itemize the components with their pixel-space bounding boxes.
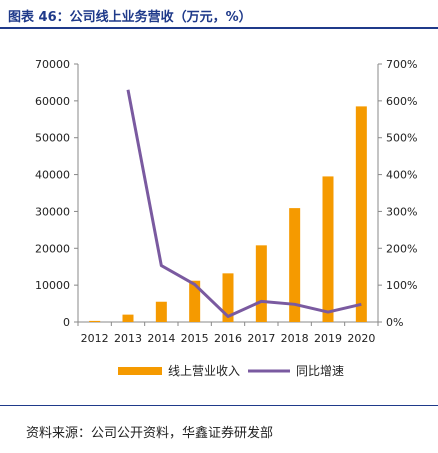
bar-2013 xyxy=(122,314,134,322)
left-tick-label: 10000 xyxy=(35,279,70,292)
axes: 0 10000 20000 30000 40000 50000 60000 70000 0% 10… xyxy=(35,58,417,329)
x-tick-label: 2012 xyxy=(81,332,109,345)
x-tick-label: 2017 xyxy=(247,332,275,345)
bar-2014 xyxy=(155,301,167,322)
growth-line xyxy=(126,89,362,318)
left-tick-label: 30000 xyxy=(35,205,70,218)
right-tick-label: 600% xyxy=(386,95,417,108)
legend-swatch-bar xyxy=(118,367,162,375)
bar-2017 xyxy=(255,245,267,322)
bar-2012 xyxy=(89,320,101,322)
right-tick-label: 500% xyxy=(386,132,417,145)
bar-2018 xyxy=(289,208,301,322)
title-rule xyxy=(0,27,438,29)
x-tick-label: 2016 xyxy=(214,332,242,345)
left-tick-label: 20000 xyxy=(35,242,70,255)
chart: 0 10000 20000 30000 40000 50000 60000 70000 0% 10… xyxy=(35,58,417,378)
left-tick-label: 60000 xyxy=(35,95,70,108)
right-tick-label: 300% xyxy=(386,205,417,218)
x-tick-label: 2013 xyxy=(114,332,142,345)
x-tick-label: 2020 xyxy=(347,332,375,345)
right-tick-label: 700% xyxy=(386,58,417,71)
right-tick-label: 200% xyxy=(386,242,417,255)
right-tick-label: 0% xyxy=(386,316,403,329)
source-rule xyxy=(0,405,438,406)
bar-2016 xyxy=(222,273,234,322)
x-tick-label: 2014 xyxy=(147,332,175,345)
figure-title: 图表 46：公司线上业务营收（万元，%） xyxy=(8,10,252,25)
legend: 线上营业收入 同比增速 xyxy=(118,364,344,378)
bar-2019 xyxy=(322,176,334,322)
bar-series xyxy=(89,106,367,322)
bar-2020 xyxy=(355,106,367,322)
x-tick-labels: 2012 2013 2014 2015 2016 2017 2018 2019 2020 xyxy=(81,332,376,345)
left-tick-label: 0 xyxy=(63,316,70,329)
left-tick-label: 50000 xyxy=(35,132,70,145)
legend-label-bar: 线上营业收入 xyxy=(168,364,240,378)
x-tick-label: 2018 xyxy=(281,332,309,345)
source-note: 资料来源：公司公开资料，华鑫证券研发部 xyxy=(26,426,274,441)
line-series xyxy=(126,89,362,318)
right-tick-label: 400% xyxy=(386,169,417,182)
x-tick-label: 2015 xyxy=(181,332,209,345)
legend-label-line: 同比增速 xyxy=(296,364,344,378)
left-tick-label: 70000 xyxy=(35,58,70,71)
x-tick-label: 2019 xyxy=(314,332,342,345)
left-tick-label: 40000 xyxy=(35,169,70,182)
bar-2015 xyxy=(189,280,201,322)
right-tick-label: 100% xyxy=(386,279,417,292)
